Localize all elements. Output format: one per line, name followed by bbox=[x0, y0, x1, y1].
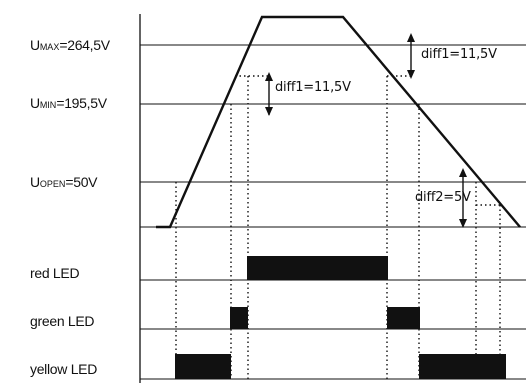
diff2-label: diff2=5V bbox=[415, 190, 471, 205]
yellow-led-bar-2 bbox=[419, 354, 506, 379]
red-led-label: red LED bbox=[30, 265, 80, 281]
red-led-bar bbox=[247, 256, 388, 280]
diff1-arrow-right bbox=[407, 33, 415, 79]
green-led-bar-2 bbox=[387, 307, 420, 329]
umax-label: UMAX=264,5V bbox=[30, 37, 110, 53]
umin-label: UMIN=195,5V bbox=[30, 95, 107, 111]
yellow-led-bar-1 bbox=[175, 354, 231, 379]
green-led-bar-1 bbox=[230, 307, 248, 329]
diff1-arrow-left bbox=[265, 72, 273, 116]
uopen-label: UOPEN=50V bbox=[30, 174, 98, 190]
diff1-upper-label: diff1=11,5V bbox=[421, 47, 497, 62]
diff2-arrow bbox=[459, 168, 467, 228]
green-led-label: green LED bbox=[30, 313, 95, 329]
voltage-waveform bbox=[156, 15, 521, 229]
diff1-lower-label: diff1=11,5V bbox=[275, 80, 351, 95]
yellow-led-label: yellow LED bbox=[30, 361, 98, 377]
